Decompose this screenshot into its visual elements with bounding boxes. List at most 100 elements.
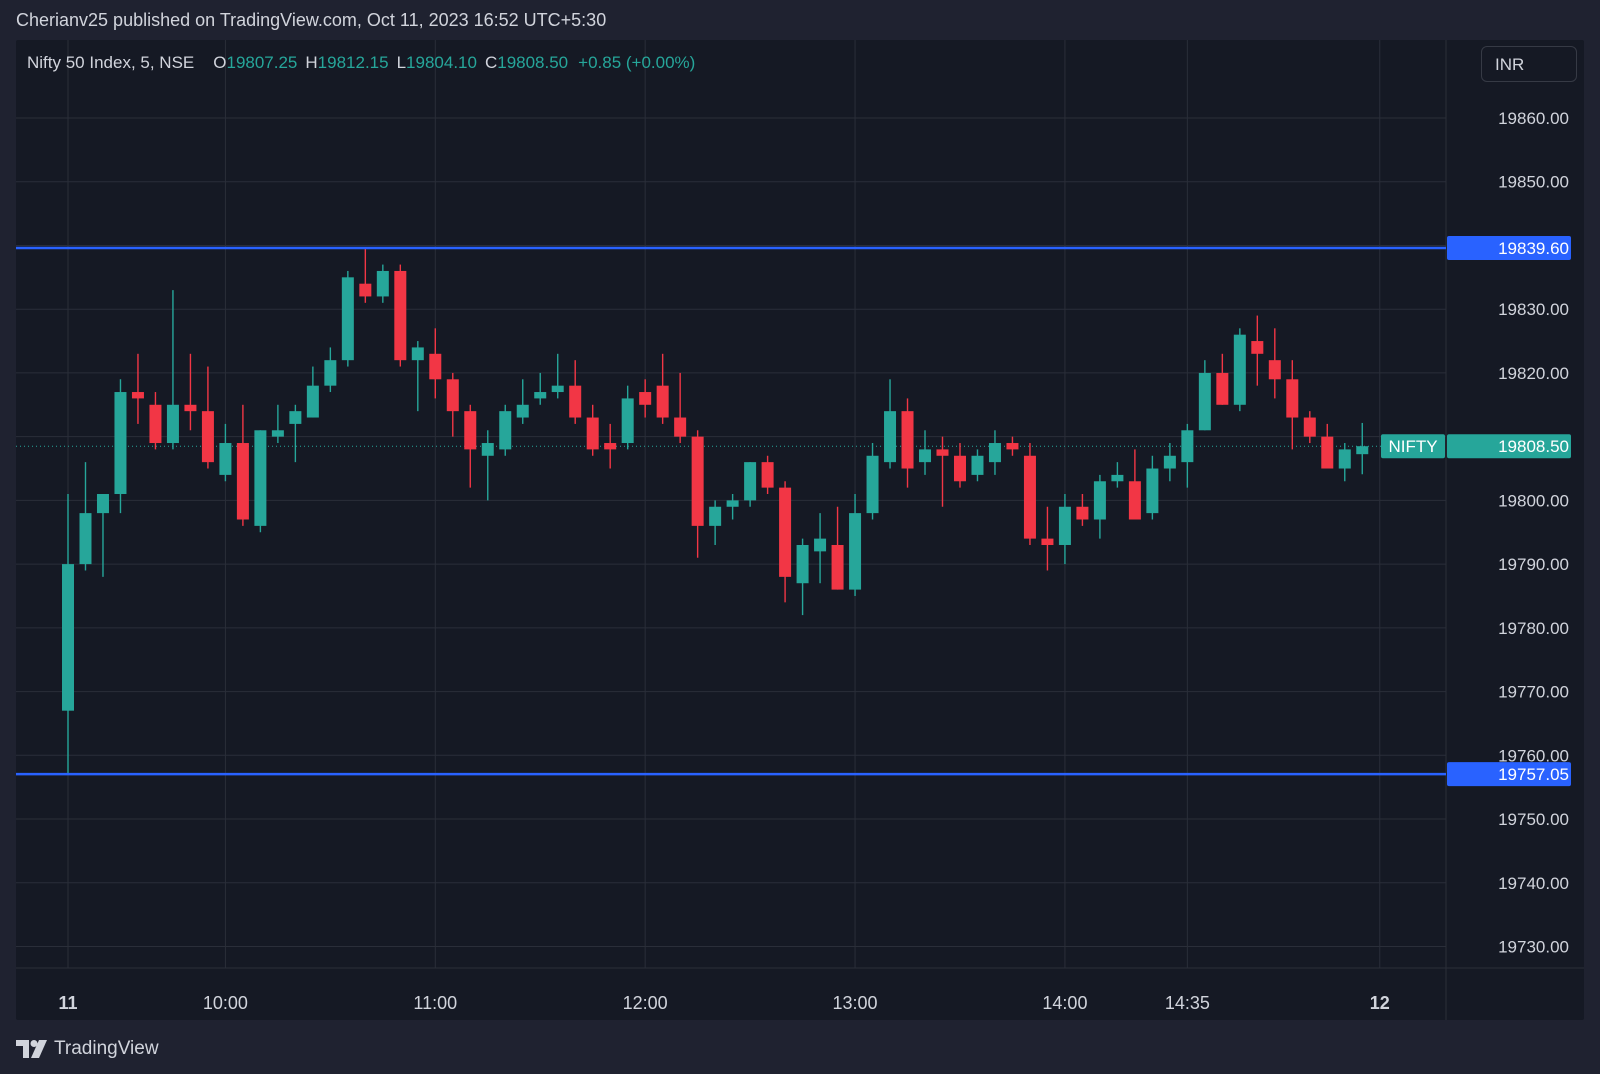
candle — [901, 398, 914, 488]
candle — [761, 455, 774, 495]
candle-body — [884, 411, 897, 463]
candle-body — [1251, 341, 1264, 354]
candle — [166, 290, 179, 450]
candle — [953, 443, 966, 488]
candle-body — [1058, 506, 1071, 545]
candle — [709, 500, 722, 545]
candle-body — [656, 385, 669, 418]
ohlc-legend: Nifty 50 Index, 5, NSE O 19807.25 H 19812.… — [27, 53, 695, 73]
y-tick-label: 19800.00 — [1498, 491, 1569, 510]
candle — [394, 264, 407, 367]
candle — [971, 449, 984, 482]
candle-body — [1181, 430, 1194, 463]
candle-body — [289, 411, 302, 424]
candle — [464, 404, 477, 488]
y-tick-label: 19730.00 — [1498, 937, 1569, 956]
candle-body — [341, 277, 354, 361]
candle — [1058, 494, 1071, 565]
candle-body — [499, 411, 512, 450]
candle — [1268, 328, 1281, 399]
legend-low-label: L — [396, 53, 407, 72]
last-price-tag — [1447, 434, 1571, 459]
candle-body — [464, 411, 477, 450]
candle — [1163, 443, 1176, 482]
y-tick-label: 19770.00 — [1498, 683, 1569, 702]
candle-body — [1093, 481, 1106, 520]
symbol-name-tag — [1381, 434, 1445, 459]
candle — [849, 494, 862, 596]
candle — [1146, 455, 1159, 520]
candle-body — [866, 455, 879, 514]
candle — [411, 341, 424, 412]
candle-body — [376, 270, 389, 297]
candle — [1303, 411, 1316, 444]
candle — [691, 430, 704, 558]
candle-body — [534, 392, 547, 399]
candle — [814, 513, 827, 584]
candle — [936, 436, 949, 507]
candle — [481, 430, 494, 501]
level-price-tag — [1447, 236, 1571, 261]
candle-body — [1233, 334, 1246, 405]
candle — [674, 372, 687, 444]
candle-body — [1303, 417, 1316, 437]
currency-button[interactable]: INR — [1481, 46, 1577, 82]
candle — [779, 481, 792, 603]
candle-body — [1216, 372, 1229, 405]
candle-body — [131, 392, 144, 399]
candle-body — [1041, 538, 1054, 545]
candle — [1233, 328, 1246, 412]
candle — [131, 353, 144, 424]
candle-body — [831, 544, 844, 590]
candle-body — [1286, 379, 1299, 418]
candle — [96, 494, 109, 577]
candle — [1128, 449, 1141, 520]
tradingview-logo[interactable]: TradingView — [16, 1038, 159, 1060]
candle — [551, 353, 564, 399]
candle — [149, 392, 162, 450]
candle — [79, 462, 92, 571]
candle — [516, 379, 529, 424]
y-tick-label: 19780.00 — [1498, 619, 1569, 638]
candle-body — [1076, 506, 1089, 520]
candle-body — [166, 404, 179, 444]
chart-panel[interactable] — [16, 40, 1584, 1020]
candle-body — [1146, 468, 1159, 514]
legend-open-label: O — [213, 53, 227, 72]
candle-body — [691, 436, 704, 526]
candle — [1006, 436, 1019, 456]
x-tick-label: 14:35 — [1165, 993, 1210, 1013]
candle-body — [988, 443, 1001, 463]
candle-body — [411, 347, 424, 361]
candle-body — [796, 544, 809, 584]
candle-body — [761, 462, 774, 488]
candle-body — [779, 487, 792, 577]
candle-body — [674, 417, 687, 437]
candle-body — [919, 449, 932, 463]
candle — [219, 423, 232, 482]
candle-body — [936, 449, 949, 456]
tradingview-logo-icon — [16, 1040, 47, 1058]
candle — [726, 494, 739, 520]
candle — [1093, 474, 1106, 539]
x-tick-label: 12 — [1370, 993, 1390, 1013]
y-tick-label: 19850.00 — [1498, 173, 1569, 192]
candle-body — [79, 513, 92, 565]
legend-close-label: C — [484, 53, 498, 72]
candle — [1356, 422, 1369, 475]
candle — [621, 385, 634, 450]
candle-body — [814, 538, 827, 552]
symbol-name-label: NIFTY — [1388, 437, 1437, 456]
candle-body — [1356, 446, 1369, 455]
x-tick-label: 10:00 — [203, 993, 248, 1013]
candle — [866, 443, 879, 520]
candle — [1041, 506, 1054, 571]
level-price-tag — [1447, 762, 1571, 787]
candle-body — [604, 443, 617, 450]
candle — [446, 372, 459, 437]
candle — [656, 353, 669, 424]
candle-body — [971, 455, 984, 475]
y-tick-label: 19740.00 — [1498, 874, 1569, 893]
level-price-label: 19757.05 — [1498, 765, 1569, 784]
